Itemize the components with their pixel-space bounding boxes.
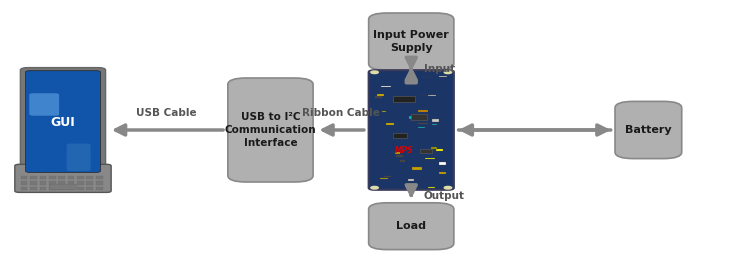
Bar (67, 187, 74, 190)
Bar (49, 176, 56, 179)
Bar (420, 149, 432, 153)
Text: Battery: Battery (625, 125, 671, 135)
Bar (439, 172, 446, 174)
Bar (21, 187, 27, 190)
Bar (411, 114, 427, 120)
Bar (49, 181, 56, 185)
Bar (49, 187, 56, 190)
Text: Input: Input (424, 64, 455, 74)
FancyBboxPatch shape (369, 70, 453, 190)
Bar (30, 181, 37, 185)
Bar (405, 78, 414, 79)
Bar (59, 181, 65, 185)
Bar (77, 176, 84, 179)
Bar (408, 179, 414, 181)
Text: Ribbon Cable: Ribbon Cable (302, 108, 380, 118)
Bar (410, 116, 419, 119)
Bar (59, 187, 65, 190)
Bar (30, 176, 37, 179)
Bar (382, 111, 387, 112)
Bar (425, 158, 436, 159)
FancyBboxPatch shape (369, 13, 453, 70)
Bar (419, 110, 428, 112)
Bar (376, 96, 382, 99)
Text: USB to I²C
Communication
Interface: USB to I²C Communication Interface (225, 112, 316, 148)
Bar (380, 178, 388, 179)
Text: Load: Load (396, 221, 426, 231)
Bar (87, 176, 93, 179)
Bar (21, 176, 27, 179)
Bar (422, 76, 431, 77)
Bar (30, 187, 37, 190)
Text: Output: Output (424, 191, 465, 200)
FancyBboxPatch shape (30, 93, 59, 116)
Bar (96, 187, 102, 190)
Bar (381, 86, 391, 87)
FancyBboxPatch shape (50, 184, 76, 190)
Bar (77, 187, 84, 190)
Circle shape (445, 186, 451, 189)
FancyBboxPatch shape (369, 203, 453, 250)
Bar (418, 123, 428, 124)
Bar (39, 187, 46, 190)
Bar (431, 147, 436, 149)
FancyBboxPatch shape (21, 68, 106, 177)
FancyBboxPatch shape (25, 71, 101, 172)
Bar (67, 176, 74, 179)
FancyBboxPatch shape (67, 144, 90, 171)
Bar (412, 167, 422, 170)
Bar (428, 187, 434, 188)
Bar (385, 176, 391, 178)
Bar (436, 149, 442, 151)
Bar (39, 181, 46, 185)
Circle shape (445, 71, 451, 74)
Bar (386, 123, 393, 125)
Bar (432, 124, 437, 125)
Bar (393, 95, 415, 102)
Bar (396, 155, 403, 157)
Bar (87, 181, 93, 185)
Bar (39, 176, 46, 179)
Bar (87, 187, 93, 190)
Bar (377, 94, 384, 96)
Bar (67, 181, 74, 185)
Circle shape (370, 186, 378, 189)
Text: Input Power
Supply: Input Power Supply (373, 30, 449, 53)
Bar (400, 160, 405, 162)
Text: MPS: MPS (394, 146, 413, 155)
Circle shape (370, 71, 378, 74)
Text: USB Cable: USB Cable (136, 108, 197, 118)
Bar (431, 119, 439, 122)
Bar (418, 127, 425, 128)
Bar (396, 152, 400, 154)
Bar (59, 176, 65, 179)
Bar (439, 76, 447, 77)
FancyBboxPatch shape (15, 164, 111, 192)
Bar (428, 95, 436, 96)
Bar (96, 176, 102, 179)
Bar (393, 133, 407, 138)
Bar (21, 181, 27, 185)
Bar (439, 162, 446, 165)
Bar (77, 181, 84, 185)
Bar (397, 134, 406, 135)
Text: GUI: GUI (50, 116, 76, 129)
FancyBboxPatch shape (615, 101, 682, 159)
Bar (96, 181, 102, 185)
FancyBboxPatch shape (228, 78, 313, 182)
